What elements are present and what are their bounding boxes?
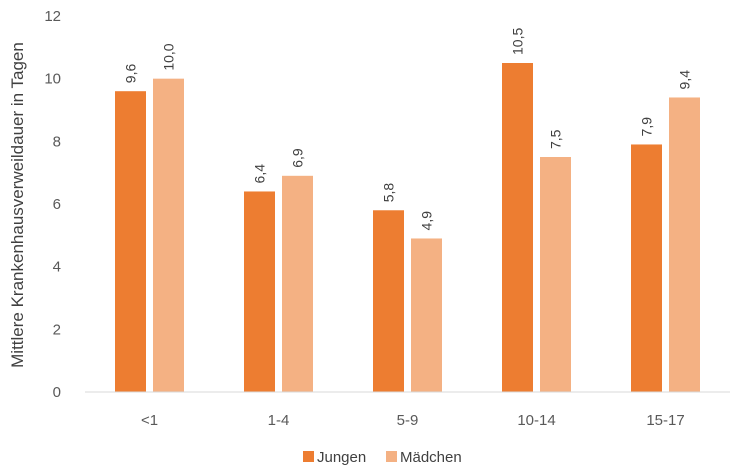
y-tick-label: 6 xyxy=(53,196,61,213)
bar-mdchen xyxy=(669,97,700,392)
bar-jungen xyxy=(631,144,662,392)
data-label: 4,9 xyxy=(419,211,435,231)
bar-jungen xyxy=(373,210,404,392)
x-tick-label: 10-14 xyxy=(517,412,555,429)
data-label: 6,9 xyxy=(290,148,306,168)
data-label: 6,4 xyxy=(252,164,268,184)
data-label: 10,0 xyxy=(161,43,177,70)
data-label: 7,9 xyxy=(639,117,655,137)
y-axis-title: Mittlere Krankenhausverweildauer in Tage… xyxy=(8,42,27,368)
y-tick-label: 12 xyxy=(44,8,61,25)
data-label: 9,6 xyxy=(123,64,139,84)
data-label: 9,4 xyxy=(677,70,693,90)
bar-jungen xyxy=(502,63,533,392)
x-tick-label: <1 xyxy=(141,412,158,429)
bar-mdchen xyxy=(411,238,442,392)
bar-mdchen xyxy=(282,175,313,392)
x-tick-label: 15-17 xyxy=(646,412,684,429)
x-tick-label: 5-9 xyxy=(397,412,419,429)
legend-label: Mädchen xyxy=(400,449,462,466)
bar-mdchen xyxy=(540,157,571,392)
bar-mdchen xyxy=(153,78,184,393)
data-label: 7,5 xyxy=(548,129,564,149)
legend-label: Jungen xyxy=(317,449,366,466)
data-label: 5,8 xyxy=(381,183,397,203)
legend-swatch xyxy=(386,451,397,462)
y-tick-label: 4 xyxy=(53,259,61,276)
y-tick-label: 8 xyxy=(53,133,61,150)
x-tick-label: 1-4 xyxy=(268,412,290,429)
data-label: 10,5 xyxy=(510,28,526,55)
legend-swatch xyxy=(303,451,314,462)
y-tick-label: 2 xyxy=(53,321,61,338)
y-tick-label: 0 xyxy=(53,384,61,401)
bar-jungen xyxy=(115,91,146,392)
bar-jungen xyxy=(244,191,275,392)
y-tick-label: 10 xyxy=(44,71,61,88)
